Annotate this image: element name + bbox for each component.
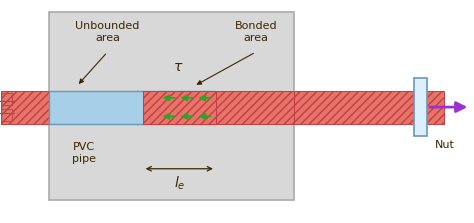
Bar [293, 91, 444, 124]
Bar [1, 109, 12, 121]
Text: $\tau$: $\tau$ [173, 60, 183, 74]
Text: Nut: Nut [434, 140, 454, 150]
Text: Bonded
area: Bonded area [235, 21, 277, 43]
Bar [1, 91, 48, 124]
Bar [48, 91, 216, 124]
Bar [48, 12, 293, 200]
Text: PVC
pipe: PVC pipe [72, 142, 96, 164]
Text: Unbounded
area: Unbounded area [75, 21, 140, 43]
Bar [1, 93, 12, 105]
Bar [216, 91, 293, 124]
Bar [414, 78, 427, 136]
Text: $l_e$: $l_e$ [173, 174, 185, 192]
Bar [143, 91, 216, 124]
